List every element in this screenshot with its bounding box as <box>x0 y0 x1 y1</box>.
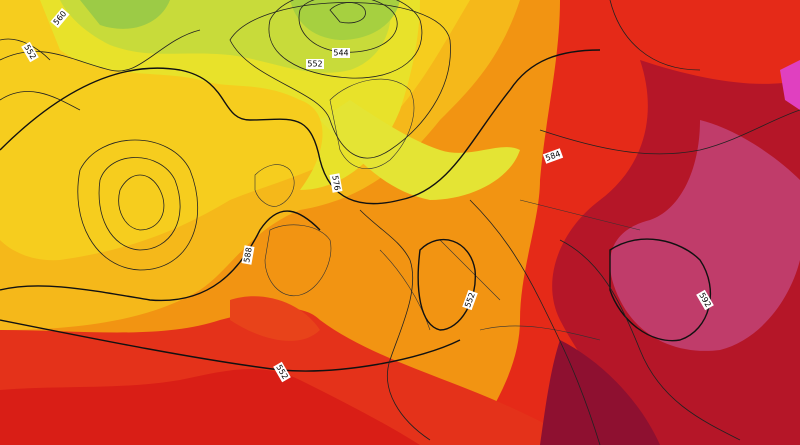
label-box <box>462 289 478 311</box>
label-text: 576 <box>330 175 342 192</box>
contour-label: 576 <box>329 173 343 193</box>
label-box <box>696 289 714 311</box>
contour-label: 552 <box>462 289 478 311</box>
label-box <box>273 361 291 383</box>
label-box <box>306 59 324 69</box>
contour-label: 588 <box>241 245 255 265</box>
label-box <box>329 173 343 193</box>
contour-label: 584 <box>542 148 564 164</box>
label-box <box>332 48 350 58</box>
label-box <box>50 7 70 29</box>
contour-label: 552 <box>306 59 324 69</box>
label-text: 544 <box>333 49 348 58</box>
label-box <box>241 245 255 265</box>
label-text: 588 <box>242 247 254 264</box>
label-box <box>21 41 39 63</box>
label-box <box>542 148 564 164</box>
coastlines <box>254 78 641 341</box>
contour-label: 544 <box>332 48 350 58</box>
label-text: 552 <box>307 60 322 69</box>
